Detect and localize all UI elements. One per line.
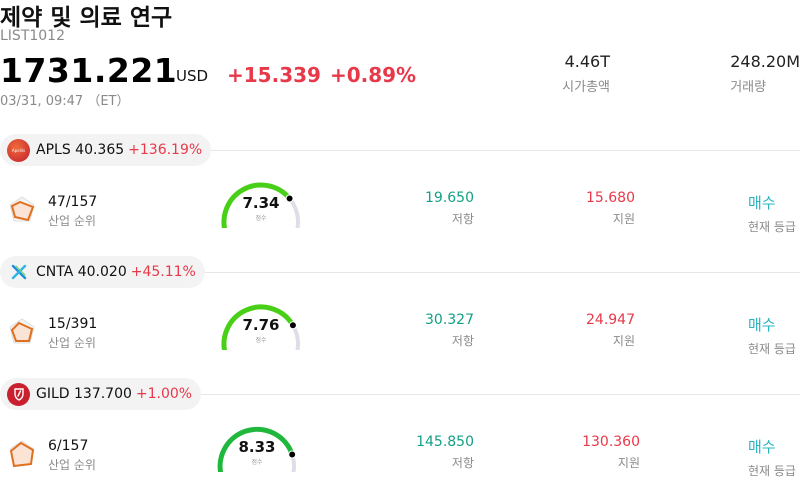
stock-change: +136.19% bbox=[128, 142, 203, 158]
divider bbox=[200, 150, 800, 151]
gauge-fill bbox=[221, 182, 293, 236]
stock-row-apls[interactable]: 47/157 산업 순위 7.34 점수 19.650 저항 15.680 지원… bbox=[0, 182, 800, 250]
resistance-label: 저항 bbox=[451, 334, 474, 348]
market-cap-label: 시가총액 bbox=[562, 80, 610, 95]
score-gauge-arc bbox=[221, 304, 300, 358]
divider bbox=[200, 272, 800, 273]
change-absolute: +15.339 bbox=[227, 63, 321, 87]
stock-row-header-gild: GILD 137.700 +1.00% bbox=[0, 378, 800, 412]
gauge-marker bbox=[285, 194, 294, 203]
market-cap-stat: 4.46T 시가총액 bbox=[562, 52, 610, 95]
support-label: 지원 bbox=[612, 212, 635, 226]
score-gauge: 7.34 점수 bbox=[218, 178, 304, 236]
support-value: 130.360 bbox=[582, 434, 640, 450]
currency-label: USD bbox=[176, 67, 209, 85]
support-value: 24.947 bbox=[586, 312, 635, 328]
stock-change: +45.11% bbox=[130, 264, 196, 280]
resistance-label: 저항 bbox=[451, 212, 474, 226]
apellis-logo-icon: Apellis bbox=[7, 138, 30, 162]
stock-chip-cnta[interactable]: CNTA 40.020 +45.11% bbox=[0, 256, 205, 288]
score-label: 점수 bbox=[251, 459, 263, 466]
stock-ticker-price: GILD 137.700 bbox=[36, 386, 132, 402]
support-level: 24.947 지원 bbox=[586, 312, 635, 349]
index-code: LIST1012 bbox=[0, 28, 65, 44]
radar-chart-icon bbox=[9, 440, 35, 468]
support-level: 15.680 지원 bbox=[586, 190, 635, 227]
gauge-fill bbox=[217, 426, 295, 480]
resistance-value: 19.650 bbox=[425, 190, 474, 206]
score-value: 8.33 bbox=[238, 438, 276, 456]
stock-chip-gild[interactable]: GILD 137.700 +1.00% bbox=[0, 378, 202, 410]
stock-change: +1.00% bbox=[135, 386, 193, 402]
rating-value: 매수 bbox=[748, 194, 776, 212]
resistance-level: 19.650 저항 bbox=[425, 190, 474, 227]
rating-value: 매수 bbox=[748, 438, 776, 456]
rating-label: 현재 등급 bbox=[748, 342, 796, 356]
rating: 매수 현재 등급 bbox=[748, 192, 796, 235]
market-cap-value: 4.46T bbox=[564, 52, 610, 71]
rating-label: 현재 등급 bbox=[748, 220, 796, 234]
support-label: 지원 bbox=[617, 456, 640, 470]
stock-row-gild[interactable]: 6/157 산업 순위 8.33 점수 145.850 저항 130.360 지… bbox=[0, 426, 800, 488]
industry-rank-value: 15/391 bbox=[48, 316, 98, 332]
centessa-logo-icon bbox=[7, 260, 30, 284]
resistance-level: 145.850 저항 bbox=[416, 434, 474, 471]
divider bbox=[200, 394, 800, 395]
gilead-logo-icon bbox=[7, 382, 30, 406]
stock-chip-apls[interactable]: Apellis APLS 40.365 +136.19% bbox=[0, 134, 212, 166]
gauge-fill bbox=[221, 304, 296, 358]
score-label: 점수 bbox=[255, 337, 267, 344]
volume-label: 거래량 bbox=[730, 80, 767, 95]
volume-value: 248.20M bbox=[730, 52, 800, 71]
resistance-value: 145.850 bbox=[416, 434, 474, 450]
industry-rank-value: 47/157 bbox=[48, 194, 98, 210]
stock-row-cnta[interactable]: 15/391 산업 순위 7.76 점수 30.327 저항 24.947 지원… bbox=[0, 304, 800, 372]
industry-rank-label: 산업 순위 bbox=[48, 214, 96, 228]
score-gauge: 8.33 점수 bbox=[214, 422, 300, 480]
gauge-marker bbox=[288, 321, 297, 330]
score-gauge-arc bbox=[217, 426, 297, 480]
stock-ticker-price: CNTA 40.020 bbox=[36, 264, 127, 280]
page-title: 제약 및 의료 연구 bbox=[0, 5, 173, 31]
timestamp: 03/31, 09:47 （ET） bbox=[0, 94, 130, 109]
score-gauge-arc bbox=[221, 182, 300, 236]
score-value: 7.34 bbox=[242, 194, 280, 212]
score-gauge: 7.76 점수 bbox=[218, 300, 304, 358]
rating: 매수 현재 등급 bbox=[748, 314, 796, 357]
resistance-level: 30.327 저항 bbox=[425, 312, 474, 349]
stock-ticker-price: APLS 40.365 bbox=[36, 142, 125, 158]
rating-label: 현재 등급 bbox=[748, 464, 796, 478]
resistance-value: 30.327 bbox=[425, 312, 474, 328]
stock-row-header-apls: Apellis APLS 40.365 +136.19% bbox=[0, 134, 800, 168]
stock-row-header-cnta: CNTA 40.020 +45.11% bbox=[0, 256, 800, 290]
support-value: 15.680 bbox=[586, 190, 635, 206]
gauge-marker bbox=[288, 450, 297, 459]
price-change: +15.339 +0.89% bbox=[227, 63, 416, 87]
index-price: 1731.221 bbox=[0, 51, 178, 90]
industry-rank-value: 6/157 bbox=[48, 438, 89, 454]
volume-stat: 248.20M 거래량 bbox=[730, 52, 800, 95]
score-value: 7.76 bbox=[242, 316, 280, 334]
radar-chart-icon bbox=[9, 318, 35, 344]
industry-rank-label: 산업 순위 bbox=[48, 458, 96, 472]
rating-value: 매수 bbox=[748, 316, 776, 334]
support-label: 지원 bbox=[612, 334, 635, 348]
resistance-label: 저항 bbox=[451, 456, 474, 470]
apellis-logo-text: Apellis bbox=[11, 147, 26, 153]
change-percent: +0.89% bbox=[329, 63, 417, 87]
radar-chart-icon bbox=[9, 196, 35, 222]
industry-rank-label: 산업 순위 bbox=[48, 336, 96, 350]
rating: 매수 현재 등급 bbox=[748, 436, 796, 479]
score-label: 점수 bbox=[255, 215, 267, 222]
support-level: 130.360 지원 bbox=[582, 434, 640, 471]
